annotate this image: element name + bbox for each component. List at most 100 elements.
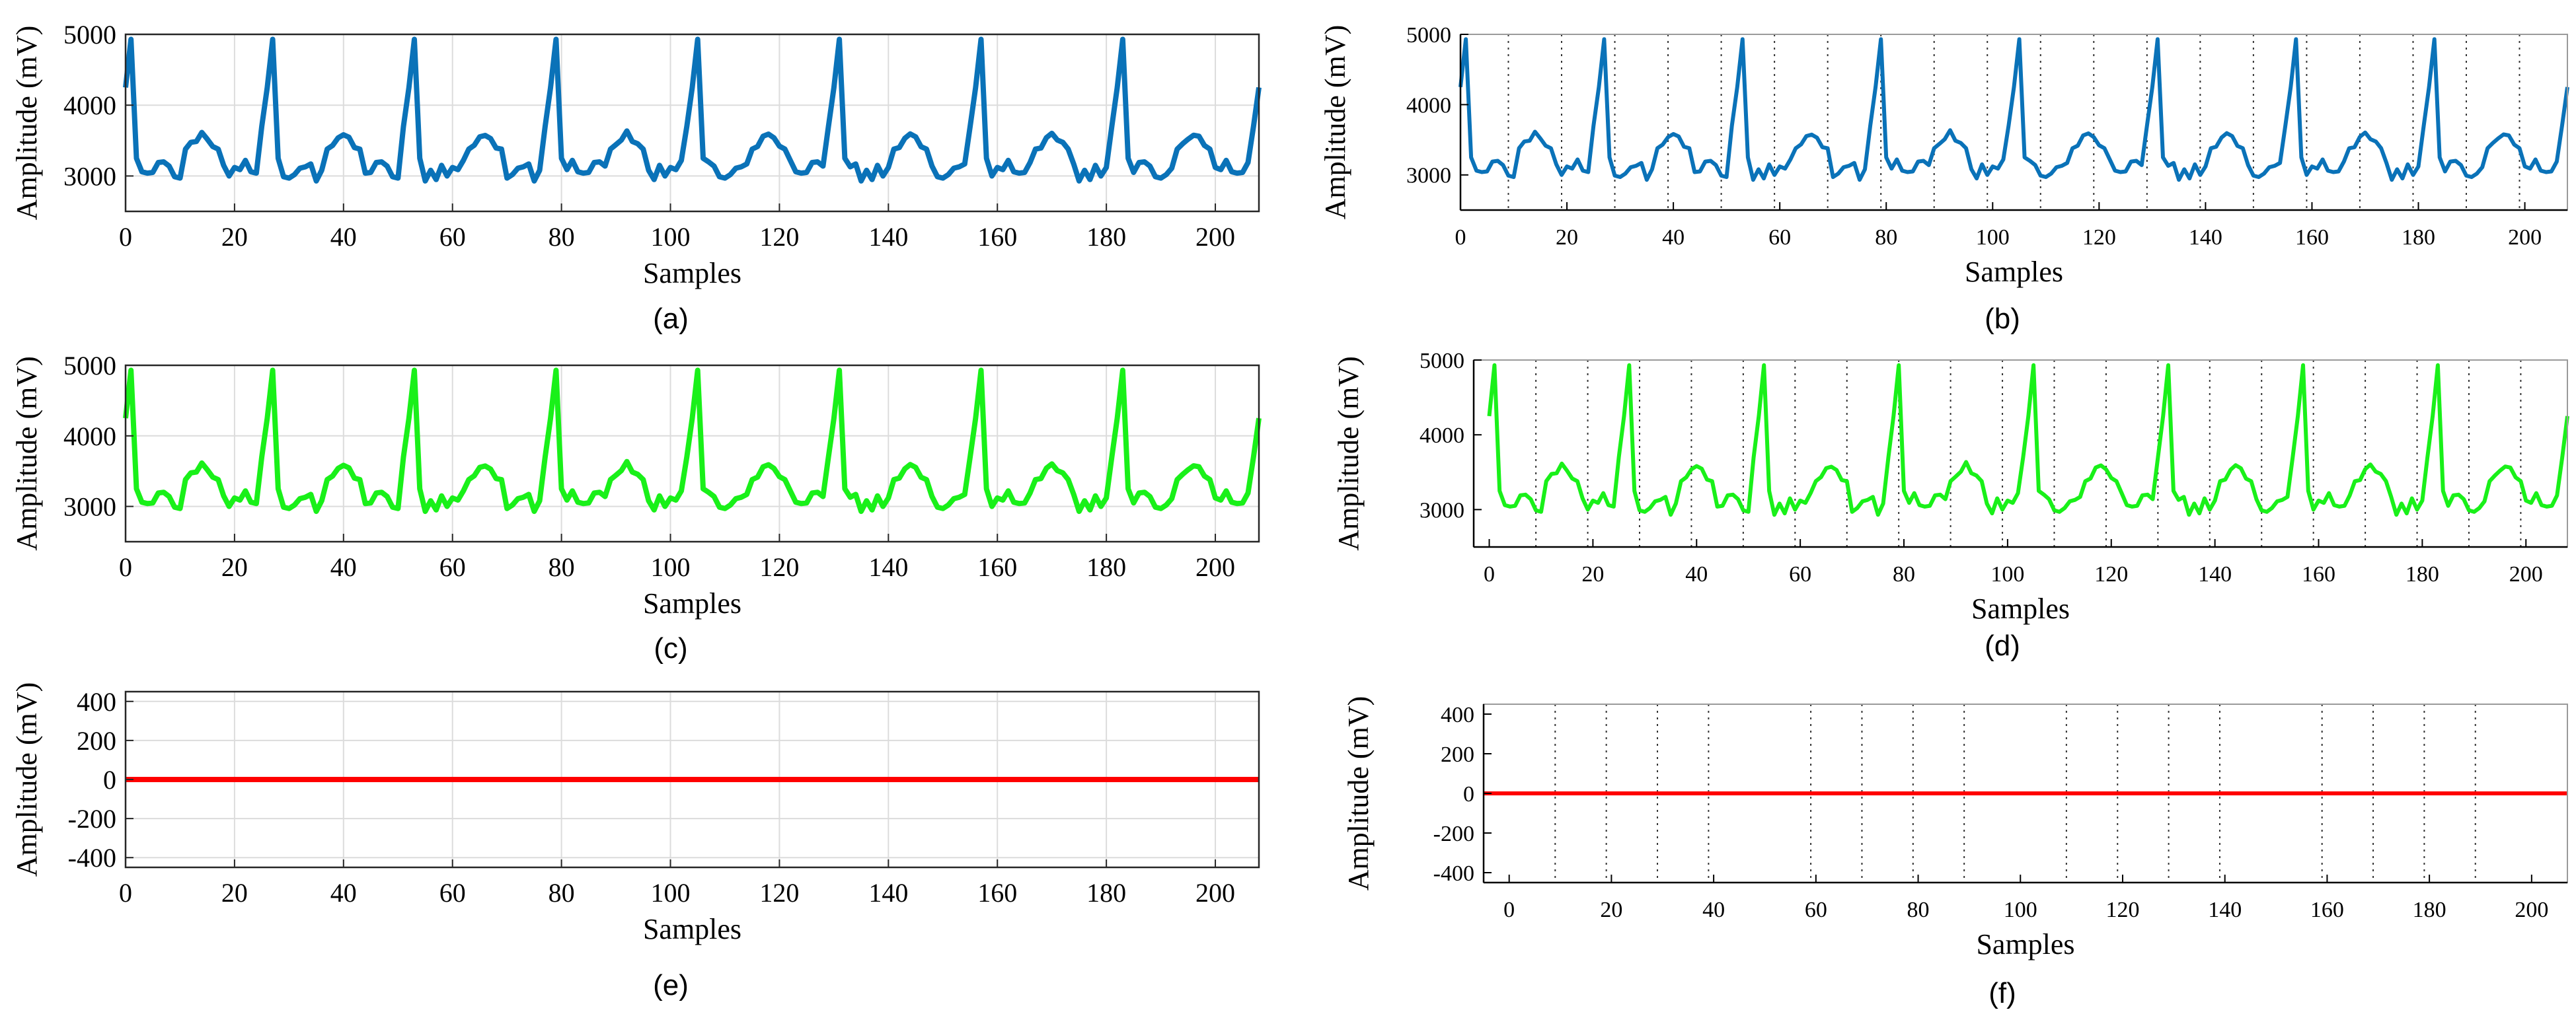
- x-tick-label: 80: [1893, 562, 1915, 587]
- y-tick-label: 0: [103, 765, 116, 795]
- x-tick-label: 160: [977, 552, 1017, 582]
- x-tick-label: 160: [977, 878, 1017, 908]
- x-tick-label: 140: [2189, 225, 2222, 250]
- x-axis-label: Samples: [1965, 256, 2063, 288]
- y-axis-label: Amplitude (mV): [1332, 356, 1365, 551]
- x-tick-label: 120: [2094, 562, 2128, 587]
- x-tick-label: 20: [221, 878, 248, 908]
- x-tick-label: 180: [1086, 878, 1126, 908]
- x-tick-label: 140: [868, 222, 908, 252]
- x-axis-label: Samples: [643, 587, 741, 620]
- axes-box-a: [124, 33, 1260, 213]
- x-tick-label: 60: [439, 552, 466, 582]
- x-axis-label: Samples: [1976, 928, 2074, 961]
- panel-d: 0 20 40 60 80 100 120 140 160 180 200 3000 4000 5000 S…: [1332, 349, 2569, 625]
- x-tick-label: 140: [868, 552, 908, 582]
- y-tick-label: 5000: [63, 351, 116, 381]
- x-tick-label: 0: [1455, 225, 1466, 250]
- x-tick-label: 160: [977, 222, 1017, 252]
- x-tick-label: 0: [119, 552, 132, 582]
- x-tick-label: 40: [330, 878, 357, 908]
- y-tick-label: -200: [68, 804, 116, 834]
- y-tick-label: 5000: [1420, 349, 1464, 373]
- y-axis-label: Amplitude (mV): [11, 356, 43, 551]
- x-tick-label: 200: [1195, 222, 1235, 252]
- x-tick-label: 40: [1702, 898, 1725, 922]
- x-tick-label: 80: [1875, 225, 1897, 250]
- x-tick-label: 100: [651, 222, 691, 252]
- panel-c: 0 20 40 60 80 100 120 140 160 180 200 3000 4000 5000 S…: [11, 351, 1262, 620]
- plot-area-c: [126, 365, 1259, 542]
- y-tick-label: 4000: [1420, 423, 1464, 448]
- x-tick-label: 100: [1990, 562, 2024, 587]
- x-tick-label: 40: [330, 552, 357, 582]
- x-tick-label: 80: [549, 552, 575, 582]
- x-tick-label: 120: [759, 552, 799, 582]
- x-tick-label: 80: [1907, 898, 1930, 922]
- panel-e: 0 20 40 60 80 100 120 140 160 180 200 -400 -200 0 200 4…: [11, 682, 1260, 945]
- x-tick-label: 160: [2302, 562, 2335, 587]
- caption-f: (f): [1989, 977, 2016, 1009]
- x-tick-label: 160: [2295, 225, 2329, 250]
- x-tick-label: 0: [119, 222, 132, 252]
- x-tick-label: 160: [2310, 898, 2344, 922]
- y-tick-label: -400: [1433, 861, 1474, 886]
- x-tick-label: 60: [1789, 562, 1811, 587]
- x-tick-label: 200: [1195, 552, 1235, 582]
- x-tick-label: 80: [549, 878, 575, 908]
- series-line-c: [123, 367, 1262, 515]
- y-axis-label: Amplitude (mV): [11, 682, 43, 877]
- x-tick-label: 200: [1195, 878, 1235, 908]
- y-tick-label: 3000: [63, 492, 116, 522]
- y-tick-label: 200: [1441, 743, 1474, 767]
- x-tick-label: 100: [651, 878, 691, 908]
- x-tick-label: 200: [2509, 562, 2543, 587]
- panel-a: 0 20 40 60 80 100 120 140 160 180 200 3000 4000 5000 S…: [11, 20, 1262, 289]
- caption-d: (d): [1985, 630, 2020, 662]
- x-tick-label: 200: [2515, 898, 2548, 922]
- y-tick-label: 4000: [1406, 93, 1451, 118]
- x-tick-label: 120: [759, 222, 799, 252]
- y-tick-label: 400: [1441, 703, 1474, 727]
- x-tick-label: 60: [439, 878, 466, 908]
- y-tick-label: 4000: [63, 421, 116, 451]
- caption-a: (a): [653, 303, 689, 335]
- y-tick-label: 0: [1463, 782, 1474, 807]
- x-tick-label: 100: [651, 552, 691, 582]
- x-tick-label: 0: [119, 878, 132, 908]
- x-tick-label: 120: [2082, 225, 2116, 250]
- x-tick-label: 40: [1662, 225, 1685, 250]
- panel-f: 0 20 40 60 80 100 120 140 160 180 200 -400 -200 0 200 4…: [1342, 696, 2568, 961]
- caption-c: (c): [654, 632, 687, 665]
- caption-e: (e): [653, 969, 689, 1001]
- axes-box-c: [124, 364, 1260, 543]
- x-tick-label: 40: [330, 222, 357, 252]
- x-tick-label: 60: [1768, 225, 1791, 250]
- x-tick-label: 120: [2105, 898, 2139, 922]
- y-tick-label: 4000: [63, 91, 116, 120]
- y-axis-label: Amplitude (mV): [11, 26, 43, 221]
- y-axis-label: Amplitude (mV): [1342, 696, 1375, 891]
- x-tick-label: 80: [549, 222, 575, 252]
- x-axis-label: Samples: [1971, 593, 2070, 625]
- y-tick-label: 3000: [63, 161, 116, 191]
- plot-area-a: [126, 34, 1259, 211]
- series-line-a: [123, 36, 1262, 184]
- y-tick-label: 3000: [1420, 498, 1464, 523]
- series-line-d: [1487, 363, 2569, 517]
- x-tick-label: 100: [2004, 898, 2037, 922]
- x-tick-label: 200: [2508, 225, 2542, 250]
- y-tick-label: 200: [77, 726, 116, 756]
- x-axis-label: Samples: [643, 913, 741, 945]
- x-tick-label: 60: [1805, 898, 1827, 922]
- plot-area-b: [1460, 34, 2567, 210]
- x-tick-label: 180: [1086, 222, 1126, 252]
- panel-b: 0 20 40 60 80 100 120 140 160 180 200 3000 4000 5000 S…: [1319, 23, 2569, 288]
- y-tick-label: 3000: [1406, 164, 1451, 188]
- series-line-b: [1458, 37, 2569, 182]
- x-tick-label: 20: [221, 222, 248, 252]
- x-tick-label: 140: [2198, 562, 2232, 587]
- x-tick-label: 180: [2413, 898, 2446, 922]
- x-tick-label: 180: [2406, 562, 2439, 587]
